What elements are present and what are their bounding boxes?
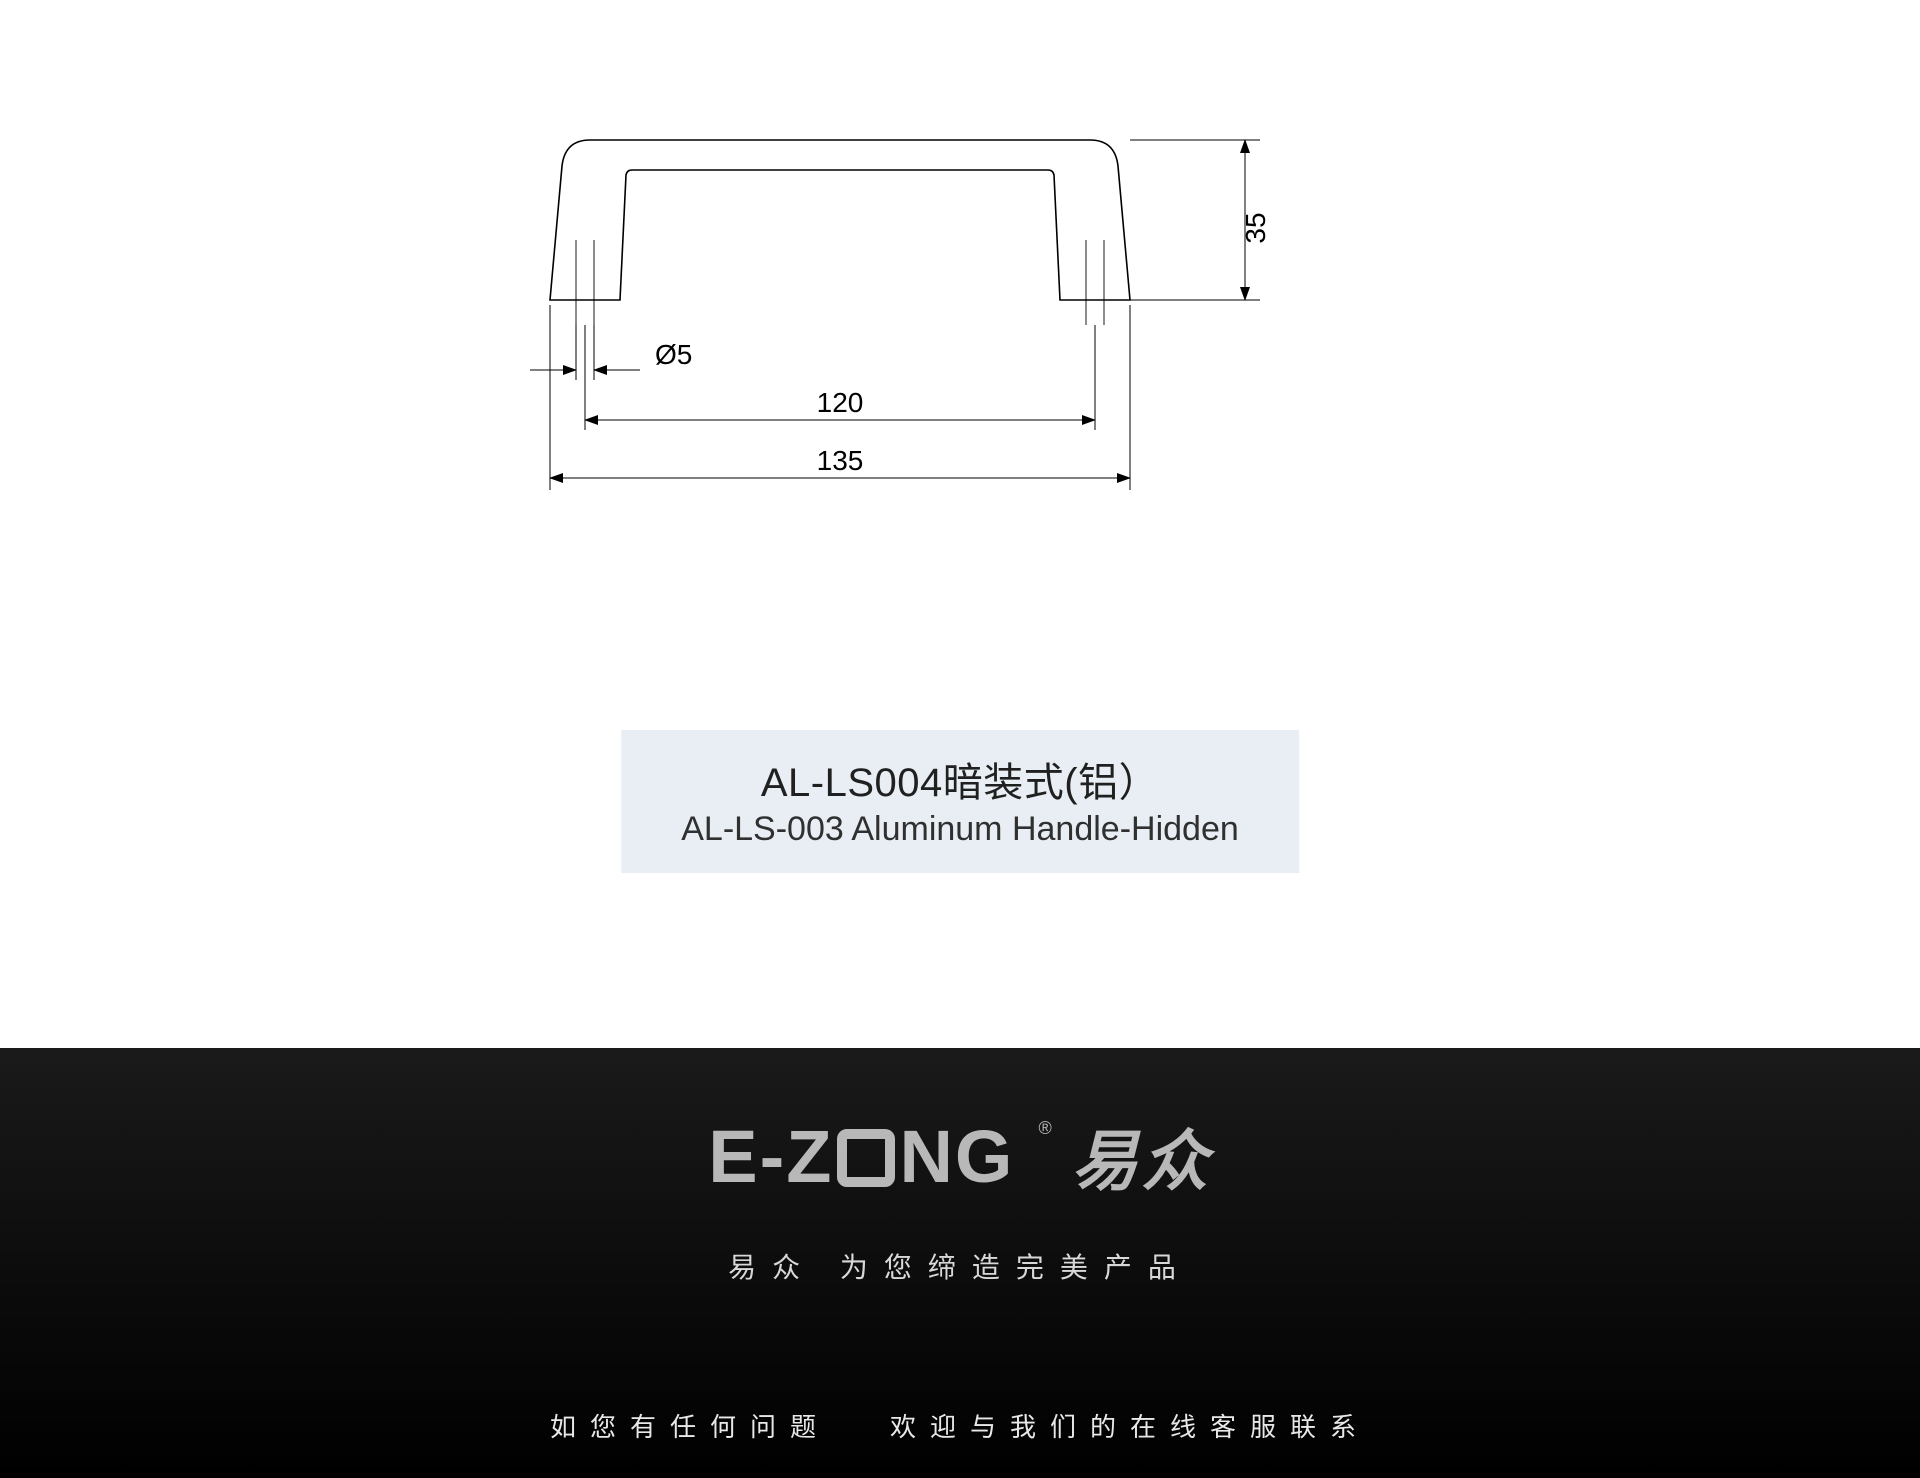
product-subtitle: AL-LS-003 Aluminum Handle-Hidden	[681, 810, 1239, 849]
logo-text: E-Z NG	[708, 1114, 1014, 1199]
screw-hole-lines	[576, 240, 1104, 325]
registered-mark: ®	[1038, 1118, 1051, 1139]
logo-left: E-Z	[708, 1114, 833, 1199]
dim-hole-dia: Ø5	[655, 339, 692, 370]
product-title: AL-LS004暗装式(铝）	[681, 750, 1239, 808]
logo-o-icon	[837, 1129, 895, 1187]
dim-height: 35	[1240, 212, 1271, 243]
dim-pitch: 120	[817, 387, 864, 418]
brand-tagline: 易众 为您缔造完美产品	[728, 1246, 1192, 1286]
product-label-box: AL-LS004暗装式(铝） AL-LS-003 Aluminum Handle…	[621, 730, 1299, 873]
dim-overall: 135	[817, 445, 864, 476]
logo-right: NG	[899, 1114, 1014, 1199]
logo-chinese: 易众	[1072, 1108, 1212, 1204]
handle-outline	[550, 140, 1130, 300]
technical-drawing: 35 Ø5 120 135	[490, 120, 1430, 520]
page-footer: E-Z NG ® 易众 易众 为您缔造完美产品 如您有任何问题 欢迎与我们的在线客…	[0, 1048, 1920, 1478]
contact-left: 如您有任何问题	[550, 1407, 830, 1444]
drawing-svg: 35 Ø5 120 135	[490, 120, 1430, 520]
contact-right: 欢迎与我们的在线客服联系	[890, 1407, 1370, 1444]
brand-logo: E-Z NG ® 易众	[708, 1108, 1211, 1204]
contact-prompt: 如您有任何问题 欢迎与我们的在线客服联系	[550, 1407, 1370, 1444]
